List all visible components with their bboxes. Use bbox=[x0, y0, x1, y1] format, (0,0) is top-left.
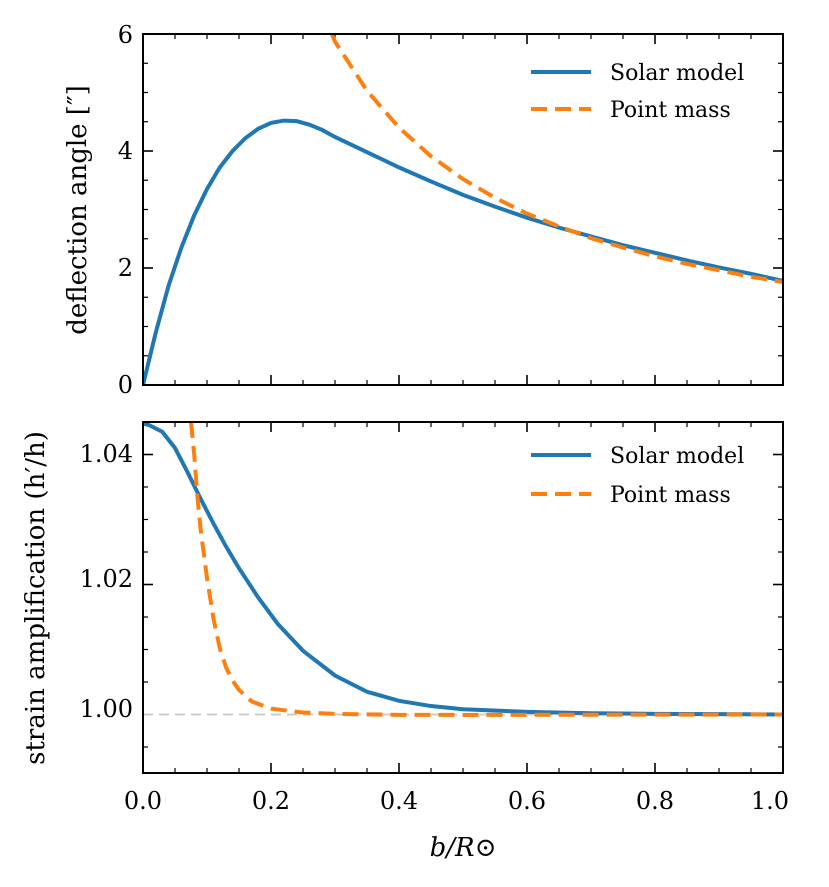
top-ytick-label: 6 bbox=[118, 21, 133, 49]
bottom-ylabel: strain amplification (h′/h) bbox=[21, 431, 51, 765]
top-ylabel: deflection angle [″] bbox=[63, 85, 93, 335]
bottom-legend-point-label: Point mass bbox=[610, 483, 731, 508]
top-legend: Solar model Point mass bbox=[531, 61, 744, 123]
xtick-label: 0.8 bbox=[636, 787, 674, 815]
top-legend-solar-label: Solar model bbox=[610, 61, 744, 86]
top-ticks bbox=[142, 33, 784, 386]
bottom-point-mass-line bbox=[189, 422, 783, 717]
xlabel: b/R⊙ bbox=[430, 833, 497, 863]
top-panel: 0 2 4 6 deflection angle [″] Solar model… bbox=[63, 21, 784, 399]
bottom-ytick-label: 1.04 bbox=[80, 440, 133, 468]
bottom-ytick-label: 1.00 bbox=[80, 695, 133, 723]
bottom-legend-solar-label: Solar model bbox=[610, 444, 744, 469]
top-plot-area bbox=[143, 34, 783, 385]
bottom-legend: Solar model Point mass bbox=[531, 444, 744, 508]
top-legend-point-label: Point mass bbox=[610, 98, 731, 123]
xtick-label: 0.4 bbox=[380, 787, 418, 815]
top-ytick-label: 0 bbox=[118, 371, 133, 399]
xtick-label: 0.6 bbox=[508, 787, 546, 815]
top-axes-frame bbox=[142, 33, 784, 386]
top-ytick-label: 4 bbox=[118, 137, 133, 165]
xtick-label: 1.0 bbox=[751, 787, 789, 815]
bottom-ticks bbox=[142, 421, 784, 773]
bottom-axes-frame bbox=[142, 421, 784, 774]
bottom-solar-model-line bbox=[143, 422, 783, 717]
bottom-ytick-label: 1.02 bbox=[80, 565, 133, 593]
xtick-label: 0.2 bbox=[252, 787, 290, 815]
bottom-panel: 1.00 1.02 1.04 0.0 0.2 0.4 0.6 0.8 1.0 s… bbox=[21, 421, 789, 863]
bottom-plot-area bbox=[143, 422, 783, 717]
xtick-label: 0.0 bbox=[124, 787, 162, 815]
top-solar-model-line bbox=[143, 118, 783, 385]
top-ytick-label: 2 bbox=[118, 254, 133, 282]
